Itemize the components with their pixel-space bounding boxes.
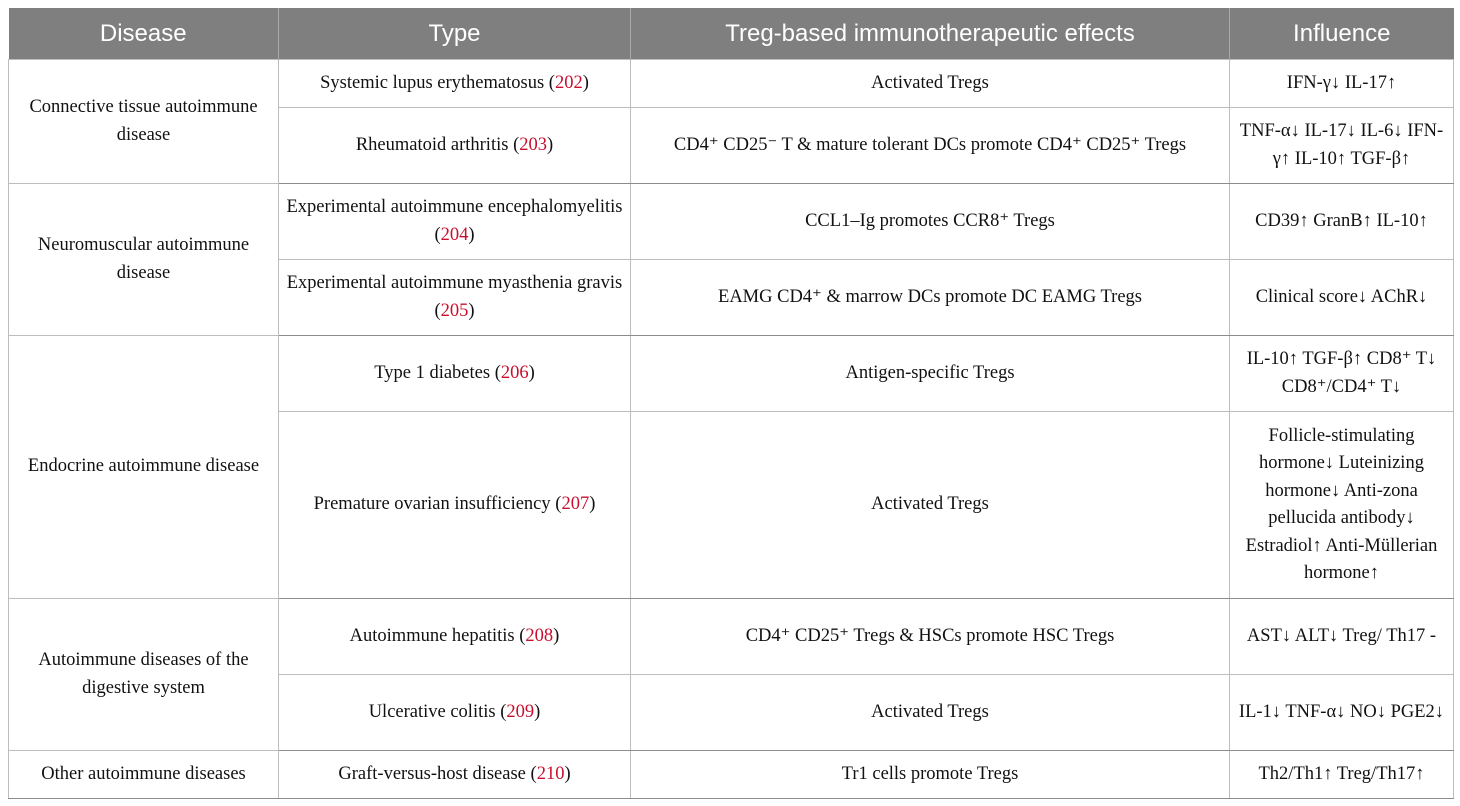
type-cell: Experimental autoimmune myasthenia gravi… <box>278 259 631 336</box>
header-disease: Disease <box>8 8 279 60</box>
influence-cell: AST↓ ALT↓ Treg/ Th17 - <box>1229 598 1454 675</box>
table-row: Autoimmune diseases of the digestive sys… <box>8 598 1454 751</box>
type-cell: Ulcerative colitis (209) <box>278 674 631 751</box>
header-row: Disease Type Treg-based immunotherapeuti… <box>8 8 1454 60</box>
effect-cell: EAMG CD4⁺ & marrow DCs promote DC EAMG T… <box>630 259 1230 336</box>
disease-cell: Autoimmune diseases of the digestive sys… <box>8 598 279 751</box>
table-row: Ulcerative colitis (209) Activated Tregs… <box>9 674 1454 751</box>
disease-cell: Other autoimmune diseases <box>8 750 279 799</box>
type-name: Ulcerative colitis <box>368 701 496 722</box>
effect-cell: CCL1–Ig promotes CCR8⁺ Tregs <box>630 183 1230 260</box>
disease-cell: Connective tissue autoimmune disease <box>8 59 279 184</box>
table-row: Rheumatoid arthritis (203) CD4⁺ CD25⁻ T … <box>9 107 1454 184</box>
header-type: Type <box>278 8 631 60</box>
type-name: Systemic lupus erythematosus <box>320 72 545 93</box>
effect-cell: CD4⁺ CD25⁻ T & mature tolerant DCs promo… <box>630 107 1230 184</box>
type-cell: Premature ovarian insufficiency (207) <box>278 411 631 599</box>
effect-cell: Antigen-specific Tregs <box>630 335 1230 412</box>
influence-cell: IFN-γ↓ IL-17↑ <box>1229 59 1454 108</box>
type-name: Experimental autoimmune myasthenia gravi… <box>286 273 623 293</box>
effect-cell: Tr1 cells promote Tregs <box>630 750 1230 799</box>
type-cell: Rheumatoid arthritis (203) <box>278 107 631 184</box>
influence-cell: TNF-α↓ IL-17↓ IL-6↓ IFN-γ↑ IL-10↑ TGF-β↑ <box>1229 107 1454 184</box>
influence-cell: IL-1↓ TNF-α↓ NO↓ PGE2↓ <box>1229 674 1454 751</box>
reference-link[interactable]: 207 <box>561 494 590 515</box>
effect-cell: Activated Tregs <box>630 59 1230 108</box>
reference-link[interactable]: 206 <box>500 362 529 383</box>
disease-cell: Endocrine autoimmune disease <box>8 335 279 599</box>
type-name: Experimental autoimmune encephalomyeliti… <box>286 197 623 217</box>
effect-cell: Activated Tregs <box>630 674 1230 751</box>
reference-link[interactable]: 202 <box>554 72 583 93</box>
type-name: Autoimmune hepatitis <box>349 625 515 646</box>
treg-therapy-table: Disease Type Treg-based immunotherapeuti… <box>8 8 1454 799</box>
type-cell: Type 1 diabetes (206) <box>278 335 631 412</box>
type-cell: Graft-versus-host disease (210) <box>278 750 631 799</box>
influence-cell: Follicle-stimulating hormone↓ Luteinizin… <box>1229 411 1454 599</box>
type-name: Graft-versus-host disease <box>338 763 526 784</box>
reference-link[interactable]: 208 <box>525 625 554 646</box>
type-name: Rheumatoid arthritis <box>355 134 509 155</box>
effect-cell: CD4⁺ CD25⁺ Tregs & HSCs promote HSC Treg… <box>630 598 1230 675</box>
table-row: Connective tissue autoimmune disease Sys… <box>8 59 1454 184</box>
reference-link[interactable]: 209 <box>506 701 535 722</box>
reference-link[interactable]: 205 <box>440 300 469 321</box>
type-cell: Experimental autoimmune encephalomyeliti… <box>278 183 631 260</box>
header-influence: Influence <box>1229 8 1454 60</box>
effect-cell: Activated Tregs <box>630 411 1230 599</box>
type-cell: Autoimmune hepatitis (208) <box>278 598 631 675</box>
table-row: Neuromuscular autoimmune disease Experim… <box>8 183 1454 336</box>
reference-link[interactable]: 210 <box>536 763 565 784</box>
table-row: Other autoimmune diseases Graft-versus-h… <box>8 750 1454 799</box>
table-row: Endocrine autoimmune disease Type 1 diab… <box>8 335 1454 599</box>
reference-link[interactable]: 204 <box>440 224 469 245</box>
influence-cell: Th2/Th1↑ Treg/Th17↑ <box>1229 750 1454 799</box>
influence-cell: Clinical score↓ AChR↓ <box>1229 259 1454 336</box>
table-row: Premature ovarian insufficiency (207) Ac… <box>9 411 1454 599</box>
influence-cell: CD39↑ GranB↑ IL-10↑ <box>1229 183 1454 260</box>
header-effects: Treg-based immunotherapeutic effects <box>630 8 1230 60</box>
influence-cell: IL-10↑ TGF-β↑ CD8⁺ T↓ CD8⁺/CD4⁺ T↓ <box>1229 335 1454 412</box>
reference-link[interactable]: 203 <box>519 134 547 155</box>
disease-cell: Neuromuscular autoimmune disease <box>8 183 279 336</box>
type-name: Type 1 diabetes <box>374 362 491 383</box>
type-name: Premature ovarian insufficiency <box>313 494 551 515</box>
type-cell: Systemic lupus erythematosus (202) <box>278 59 631 108</box>
